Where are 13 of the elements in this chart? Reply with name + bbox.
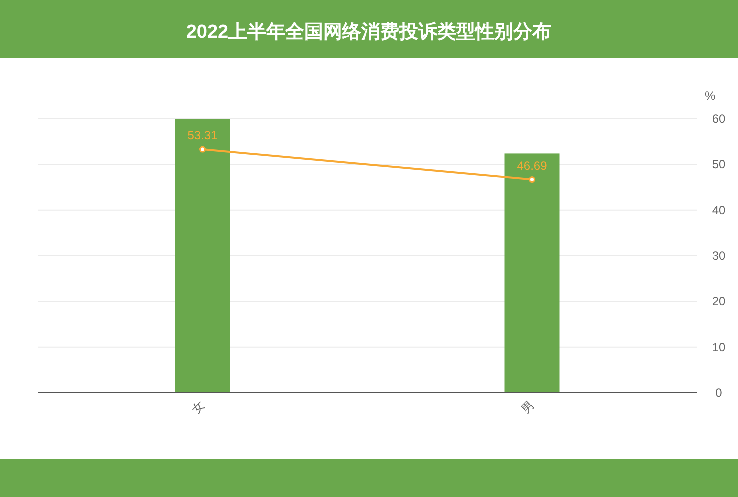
y-tick-label: 40 xyxy=(712,203,726,218)
data-label: 46.69 xyxy=(517,158,548,173)
y-tick-label: 20 xyxy=(712,294,726,309)
data-label: 53.31 xyxy=(188,128,218,143)
y-tick-label: 0 xyxy=(716,386,723,400)
y-tick-label: 30 xyxy=(712,249,726,263)
chart-title: 2022上半年全国网络消费投诉类型性别分布 xyxy=(186,21,552,43)
y-axis-title: % xyxy=(705,89,716,103)
y-tick-label: 60 xyxy=(712,112,726,126)
y-tick-label: 50 xyxy=(712,158,726,172)
y-tick-label: 10 xyxy=(712,340,726,354)
x-tick-label: 男 xyxy=(518,398,538,416)
x-tick-label: 女 xyxy=(189,398,208,416)
